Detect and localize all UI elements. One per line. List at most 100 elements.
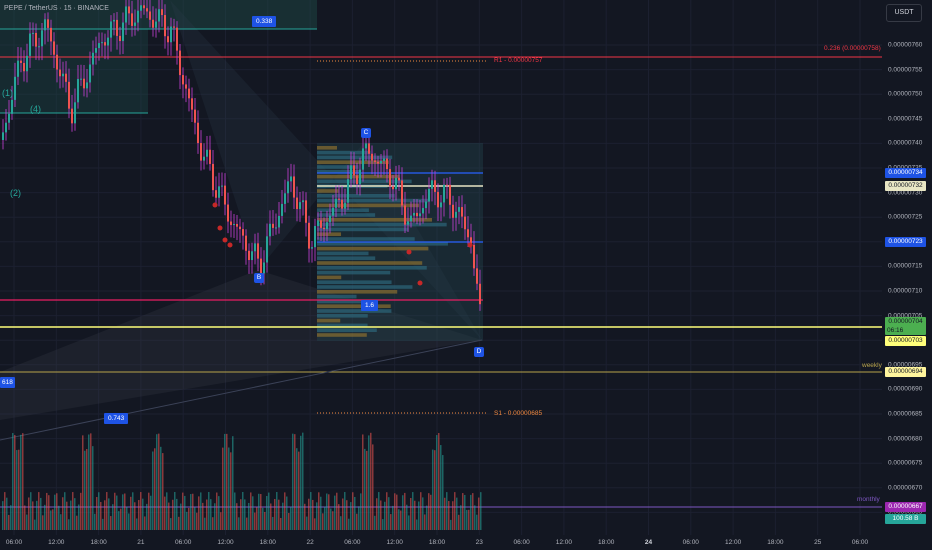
volume-bar [96,497,98,530]
volume-bar [26,514,28,530]
candle-body [254,243,256,252]
candle-body [8,113,10,123]
volume-bar [450,519,452,530]
volume-bar [156,434,158,530]
price-tick-label: 0.00000710 [888,287,923,295]
candle-body [425,201,427,209]
volume-bar [10,505,12,530]
fib-ratio-badge[interactable]: 0.743 [104,413,129,424]
candle-body [251,251,253,261]
candle-body [212,163,214,191]
volume-bar [166,492,168,530]
wave-label: (4) [30,104,41,114]
volume-bar [386,492,388,530]
time-tick-label: 23 [475,539,483,546]
volume-bar [60,514,62,530]
candle-body [248,250,250,261]
volume-bar [328,494,330,530]
price-tick-label: 0.00000760 [888,41,923,49]
volume-bar [50,510,52,530]
price-tag-732: 0.00000732 [885,181,926,191]
volume-bar [274,498,276,530]
candle-body [137,10,139,23]
volume-profile-bar [317,328,377,332]
volume-bar [146,503,148,530]
volume-bar [304,503,306,530]
volume-bar [312,499,314,530]
volume-profile-bar [317,189,339,193]
volume-bar [436,435,438,530]
fib-zone [0,29,148,113]
volume-bar [352,492,354,530]
volume-bar [108,498,110,530]
volume-bar [122,494,124,530]
volume-bar [48,495,50,530]
volume-bar [392,505,394,530]
candle-body [467,229,469,238]
candle-body [104,42,106,46]
volume-bar [294,434,296,530]
volume-bar [208,492,210,530]
volume-bar [124,493,126,530]
candle-body [182,75,184,85]
volume-bar [256,507,258,530]
volume-bar [380,500,382,530]
weekly-label: weekly [862,362,882,369]
wave-label: (2) [10,188,21,198]
candle-body [398,177,400,181]
volume-bar [92,446,94,530]
price-tick-label: 0.00000670 [888,484,923,492]
fib-ratio-badge[interactable]: 618 [0,377,15,388]
candle-body [5,122,7,133]
volume-bar [442,455,444,530]
volume-bar [390,514,392,530]
volume-bar [306,516,308,530]
candle-body [404,205,406,225]
volume-bar [356,513,358,530]
time-tick-label: 18:00 [259,539,276,546]
volume-bar [470,494,472,530]
fib-ratio-badge[interactable]: 0.338 [252,16,277,27]
candle-body [278,215,280,228]
candle-body [302,200,304,203]
volume-bar [174,492,176,530]
candle-body [125,6,127,23]
r1-label: R1 - 0.00000757 [494,57,543,64]
currency-button[interactable]: USDT [886,4,922,22]
volume-bar [276,492,278,530]
volume-profile-bar [317,232,342,236]
candle-body [362,148,364,170]
harmonic-point-b[interactable]: B [254,273,264,283]
volume-profile-bar [317,242,448,246]
harmonic-point-c[interactable]: C [361,128,371,138]
candle-body [188,88,190,99]
volume-bar [88,434,90,530]
volume-bar [206,499,208,530]
candle-body [389,169,391,187]
volume-bar [68,519,70,530]
volume-bar [148,492,150,530]
fib-ratio-badge[interactable]: 1.6 [361,300,379,311]
volume-bar [300,435,302,530]
candle-body [413,212,415,216]
candle-body [167,36,169,43]
candle-body [383,158,385,162]
volume-bar [6,497,8,530]
volume-bar [368,435,370,530]
candle-body [164,15,166,37]
candle-body [245,235,247,251]
volume-bar [204,517,206,530]
candle-body [155,21,157,28]
signal-dot [217,225,223,231]
price-tick-label: 0.00000675 [888,459,923,467]
symbol-title[interactable]: PEPE / TetherUS · 15 · BINANCE [4,5,109,12]
volume-bar [402,495,404,530]
volume-bar [4,492,6,530]
price-tick-label: 0.00000740 [888,139,923,147]
candle-body [380,161,382,164]
harmonic-point-d[interactable]: D [474,347,484,357]
candle-body [179,50,181,76]
candle-body [353,165,355,176]
volume-bar [320,496,322,530]
